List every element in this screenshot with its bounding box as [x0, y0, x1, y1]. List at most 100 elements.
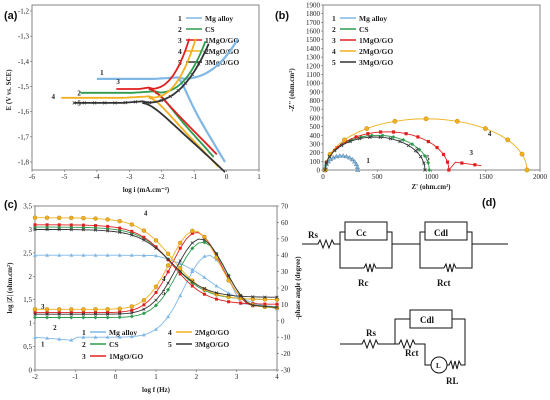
chart-a-series-5-marker [123, 100, 127, 105]
circuit-bottom-right-rail [452, 318, 466, 344]
chart-c-y2-ytick-label: -10 [281, 334, 291, 342]
chart-c-series-5-marker [202, 238, 207, 242]
chart-c-series-4-marker [93, 307, 98, 312]
chart-b-series-5-marker [418, 154, 423, 159]
chart-c-series-4-marker [57, 215, 62, 221]
circuit-top-label-cdl: Cdl [434, 228, 449, 238]
legend-b-entry-1: 1 Mg alloy [332, 14, 387, 23]
chart-c-series-3-marker [275, 302, 279, 306]
chart-c-series-5-marker [202, 287, 207, 291]
legend-c-label: 1MgO/GO [109, 352, 143, 361]
chart-b-series-4-marker [454, 118, 460, 124]
legend-a-label: CS [205, 25, 215, 34]
chart-b-series-3-marker [435, 145, 439, 150]
chart-b-series-5-marker [423, 168, 427, 172]
chart-c-series-1-marker [57, 253, 62, 257]
chart-c-y2-ytick-label: 30 [281, 268, 289, 276]
chart-c-series-5-marker [178, 269, 182, 274]
chart-b-ytick-label: 400 [310, 132, 321, 140]
chart-c-series-1-marker [69, 338, 74, 342]
chart-b-series-5-marker [422, 161, 426, 165]
chart-c-series-3-marker [202, 292, 206, 296]
chart-c-series-3-marker [118, 310, 122, 314]
chart-a-ytick-label: -1,4 [18, 58, 30, 66]
chart-c-series-4-marker [93, 216, 98, 221]
chart-c-series-5-marker [190, 241, 194, 245]
chart-a-series-5-marker [196, 62, 201, 66]
chart-c-series-1-marker [190, 267, 195, 272]
chart-b-ytick-label: 800 [310, 97, 321, 105]
chart-c-ylabel: log |Z| (ohm.cm²) [6, 262, 14, 314]
chart-a-series-5-marker [183, 81, 188, 85]
circuit-top-cdl-capacitor [424, 221, 468, 241]
chart-b-series-2-marker [410, 142, 415, 147]
chart-a-ylabel: E (V vs. SCE) [5, 69, 13, 111]
legend-c-number: 4 [168, 328, 172, 337]
chart-c-series-1-marker [45, 253, 50, 257]
chart-c-series-4-marker [81, 307, 86, 312]
legend-b-entry-2: 2 CS [332, 25, 369, 34]
chart-b-xtick-label: 0 [321, 173, 325, 181]
chart-c-series-1-marker [81, 335, 86, 339]
legend-b-label: 2MgO/GO [359, 47, 393, 56]
legend-c-number: 1 [82, 328, 86, 337]
chart-a-curve-label-2: 2 [77, 89, 81, 97]
chart-c-series-4-marker [129, 222, 135, 227]
chart-a-series-4-anodic [61, 38, 197, 99]
chart-c-xtick-label: -1 [72, 373, 78, 381]
chart-b-xtick-label: 1000 [425, 173, 440, 181]
chart-c-series-3-marker [33, 223, 37, 227]
chart-b-ytick-label: 1900 [306, 2, 321, 10]
chart-c-series-2-marker [166, 287, 171, 292]
chart-c-series-2-marker [33, 315, 37, 320]
chart-c-series-4-marker [117, 218, 122, 224]
chart-b-series-5-marker [378, 135, 383, 139]
chart-c-series-1-marker [129, 253, 134, 257]
chart-c-series-5-marker [275, 305, 279, 309]
panel-label-c: (c) [4, 199, 18, 211]
chart-c-series-3-marker [94, 311, 97, 315]
legend-b-entry-3: 3 1MgO/GO [332, 36, 393, 45]
chart-b-ytick-label: 300 [310, 140, 321, 148]
chart-c-series-5-marker [118, 230, 122, 234]
chart-c-series-1-marker [45, 336, 50, 340]
chart-c-series-5-marker [214, 291, 219, 295]
chart-c-series-3-marker [166, 270, 170, 274]
legend-c-entry-1: 1 Mg alloy [82, 328, 137, 337]
chart-c-series-2-marker [190, 246, 195, 251]
chart-c-series-4-marker [129, 304, 135, 309]
legend-c-label: 3MgO/GO [195, 340, 229, 349]
chart-a-xtick-label: -1 [191, 173, 197, 181]
legend-a-number: 2 [178, 25, 182, 34]
chart-c-series-4-marker [250, 296, 256, 302]
circuit-top-rc-resistor [363, 231, 393, 273]
chart-b-curve-label-3: 3 [469, 149, 473, 157]
chart-c-series-5-marker [251, 303, 255, 308]
chart-b-xtick-label: 500 [372, 173, 383, 181]
chart-c-series-1-marker [117, 253, 122, 257]
legend-b-label: CS [359, 25, 369, 34]
chart-c-series-2-marker [105, 315, 110, 320]
chart-b-ytick-label: 500 [310, 123, 321, 131]
chart-c-series-5-marker [118, 312, 122, 316]
chart-c-series-5-marker [45, 227, 49, 232]
chart-c-series-4-marker [202, 234, 207, 240]
chart-b-series-3-marker [366, 132, 370, 136]
chart-c-series-1-marker [166, 314, 171, 319]
chart-a-series-5-marker [203, 50, 207, 55]
chart-b-series-5-marker [388, 136, 393, 141]
chart-b-series-4-marker [423, 116, 429, 122]
chart-a-curve-label-1: 1 [100, 69, 104, 77]
chart-c-series-1-marker [178, 293, 183, 298]
chart-c-series-3-marker [227, 300, 231, 304]
chart-c-series-5-marker [239, 294, 243, 298]
chart-c-series-1-marker [57, 337, 62, 341]
chart-a-series-2-cathodic [154, 91, 215, 158]
chart-a-series-5-marker [176, 88, 181, 93]
chart-b-series-3-marker [460, 161, 464, 165]
chart-c-series-4-marker [141, 228, 147, 233]
chart-b-series-3-marker [445, 160, 450, 164]
chart-c-y2-ytick-label: 50 [281, 235, 289, 243]
chart-b-series-3-marker [404, 132, 408, 136]
chart-c-series-4-marker [69, 307, 74, 312]
